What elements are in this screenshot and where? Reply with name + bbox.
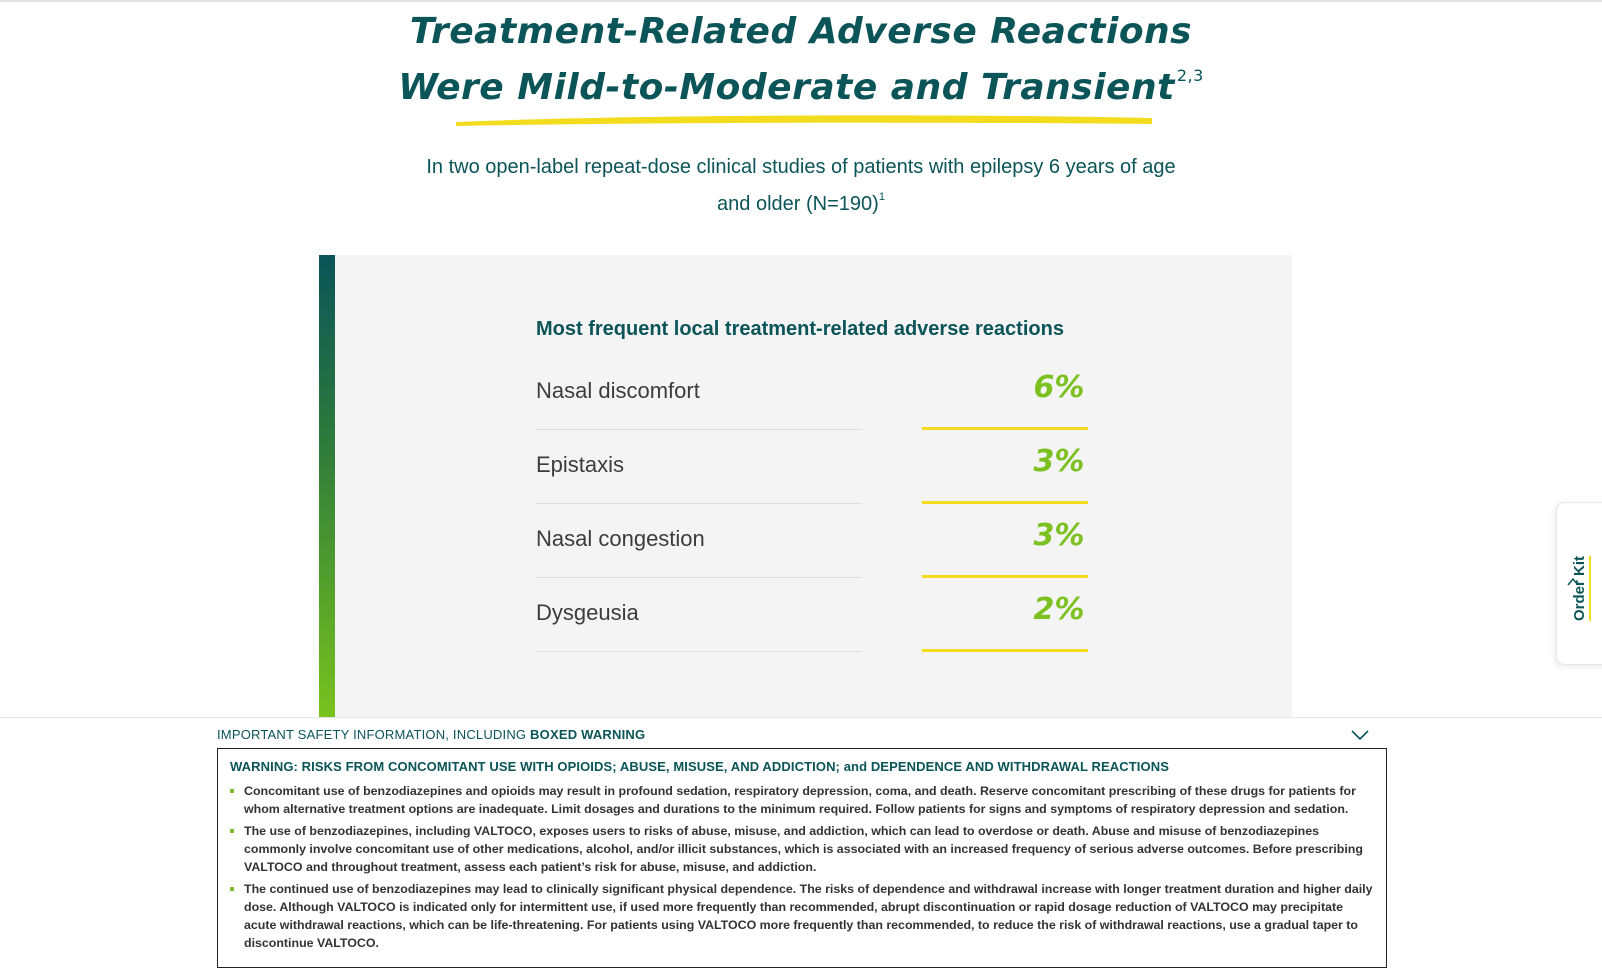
reaction-label: Nasal congestion — [536, 526, 705, 551]
reaction-percent: 3% — [1033, 518, 1085, 553]
bullet-marker — [230, 829, 234, 833]
warning-bullet: Concomitant use of benzodiazepines and o… — [230, 782, 1374, 818]
heading-underline-swoosh — [456, 115, 1152, 126]
row-value-underline — [922, 575, 1088, 578]
row-divider — [536, 503, 862, 504]
warning-bullet-text: Concomitant use of benzodiazepines and o… — [244, 784, 1356, 816]
row-value-underline — [922, 501, 1088, 504]
order-kit-label: Order Kit — [1571, 555, 1591, 621]
isi-header-bold: BOXED WARNING — [530, 727, 646, 742]
row-value-underline — [922, 427, 1088, 430]
warning-bullet: The continued use of benzodiazepines may… — [230, 880, 1374, 952]
table-row: Nasal congestion 3% — [536, 518, 1089, 598]
bullet-marker — [230, 789, 234, 793]
table-row: Nasal discomfort 6% — [536, 370, 1089, 450]
intro-text: In two open-label repeat-dose clinical s… — [420, 152, 1182, 219]
table-row: Epistaxis 3% — [536, 444, 1089, 524]
warning-bullet-text: The continued use of benzodiazepines may… — [244, 882, 1373, 950]
reaction-percent: 3% — [1033, 444, 1085, 479]
row-divider — [536, 429, 862, 430]
heading-line-2-text: Were Mild-to-Moderate and Transient — [398, 67, 1175, 108]
isi-header[interactable]: IMPORTANT SAFETY INFORMATION, INCLUDING … — [217, 727, 645, 742]
boxed-warning-title: WARNING: RISKS FROM CONCOMITANT USE WITH… — [230, 759, 1169, 774]
isi-header-prefix: IMPORTANT SAFETY INFORMATION, INCLUDING — [217, 727, 531, 742]
chevron-down-icon[interactable] — [1350, 728, 1370, 742]
heading-line-2: Were Mild-to-Moderate and Transient 2,3 — [0, 54, 1602, 110]
isi-panel: IMPORTANT SAFETY INFORMATION, INCLUDING … — [0, 717, 1602, 968]
warning-bullet: The use of benzodiazepines, including VA… — [230, 822, 1374, 876]
intro-citation: 1 — [878, 191, 885, 203]
boxed-warning: WARNING: RISKS FROM CONCOMITANT USE WITH… — [217, 748, 1387, 968]
reaction-label: Epistaxis — [536, 452, 625, 477]
row-divider — [536, 651, 862, 652]
page-heading: Treatment-Related Adverse Reactions Were… — [0, 10, 1602, 110]
heading-citation: 2,3 — [1176, 66, 1204, 85]
heading-line-1: Treatment-Related Adverse Reactions — [409, 11, 1193, 52]
row-divider — [536, 577, 862, 578]
order-kit-tab[interactable]: Order Kit — [1556, 502, 1602, 665]
intro-text-body: In two open-label repeat-dose clinical s… — [426, 156, 1176, 215]
top-divider — [0, 0, 1602, 2]
reaction-label: Nasal discomfort — [536, 378, 700, 403]
reaction-percent: 2% — [1033, 592, 1085, 627]
card-accent-bar — [319, 255, 335, 717]
row-value-underline — [922, 649, 1088, 652]
table-row: Dysgeusia 2% — [536, 592, 1089, 672]
bullet-marker — [230, 887, 234, 891]
chevron-up-icon — [1567, 577, 1579, 586]
reaction-label: Dysgeusia — [536, 600, 639, 625]
adverse-reactions-card: Most frequent local treatment-related ad… — [319, 255, 1292, 717]
warning-bullet-text: The use of benzodiazepines, including VA… — [244, 824, 1363, 874]
table-title: Most frequent local treatment-related ad… — [536, 318, 1064, 340]
reaction-percent: 6% — [1033, 370, 1085, 405]
